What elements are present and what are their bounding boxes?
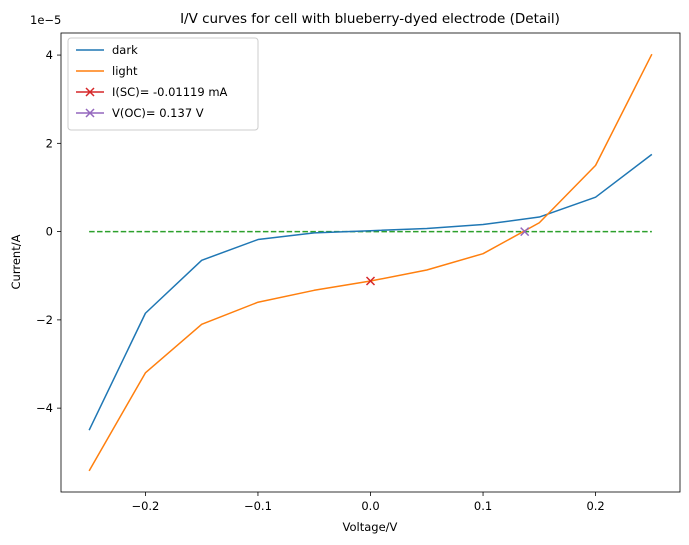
- marker-point: [365, 276, 376, 286]
- legend-label: dark: [112, 43, 138, 57]
- x-tick-label: 0.2: [586, 499, 604, 513]
- legend-entry: dark: [76, 43, 138, 57]
- y-offset-label: 1e−5: [30, 13, 61, 27]
- marker-stroke: [365, 276, 376, 286]
- y-tick-label: 2: [46, 136, 53, 150]
- series-layer: [88, 53, 653, 472]
- legend-entry: I(SC)= -0.01119 mA: [76, 85, 228, 99]
- series-line-dark: [88, 153, 653, 431]
- marker-point: [520, 227, 530, 237]
- legend-entry: light: [76, 64, 138, 78]
- y-axis-label: Current/A: [9, 234, 23, 289]
- legend: dark light I(SC)= -0.01119 mA V(OC)= 0.137 …: [67, 37, 259, 131]
- marker-stroke: [520, 227, 530, 237]
- x-tick-label: −0.1: [244, 499, 272, 513]
- legend-label: V(OC)= 0.137 V: [112, 106, 204, 120]
- x-tick-label: 0.0: [361, 499, 379, 513]
- y-tick-label: 4: [46, 48, 53, 62]
- legend-marker: [85, 108, 95, 118]
- y-tick-label: 0: [46, 225, 53, 239]
- x-tick-label: 0.1: [474, 499, 492, 513]
- y-tick-label: −4: [36, 401, 53, 415]
- y-tick-label: −2: [36, 313, 53, 327]
- legend-label: light: [112, 64, 138, 78]
- legend-label: I(SC)= -0.01119 mA: [112, 85, 228, 99]
- x-tick-label: −0.2: [131, 499, 159, 513]
- legend-marker: [85, 87, 95, 97]
- chart-title: I/V curves for cell with blueberry-dyed …: [180, 11, 560, 27]
- x-axis-label: Voltage/V: [343, 520, 398, 534]
- legend-entry: V(OC)= 0.137 V: [76, 106, 204, 120]
- axis-ticks: −0.2 −0.1 0.0 0.1 0.2 −4 −2 0 2 4: [36, 48, 605, 513]
- legend-frame: [67, 37, 259, 131]
